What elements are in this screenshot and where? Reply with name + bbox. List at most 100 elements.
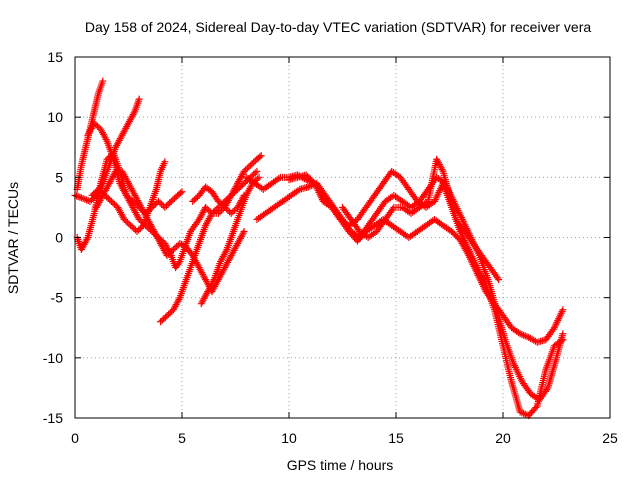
data-point [253,175,261,183]
data-point [516,408,524,416]
data-point [74,193,82,201]
data-point [218,206,226,214]
data-point [248,160,256,168]
data-series [88,158,169,235]
data-point [79,195,87,203]
data-point [234,185,242,193]
y-tick-label: 10 [47,109,63,125]
data-point [96,187,104,195]
data-point [240,191,248,199]
data-point [557,337,565,345]
data-point [192,194,200,202]
y-tick-label: -15 [43,410,63,426]
data-point [130,224,138,232]
data-point [306,182,314,190]
data-point [163,312,171,320]
data-point [120,215,128,223]
data-point [123,218,131,226]
data-point [86,197,94,205]
data-point [222,247,230,255]
data-point [124,193,132,201]
x-tick-label: 0 [71,430,79,446]
y-tick-label: 15 [47,49,63,65]
data-point [227,209,235,217]
data-point [218,200,226,208]
data-point [173,243,181,251]
data-point [237,182,245,190]
data-point [160,315,168,323]
data-point [203,205,211,213]
data-point [169,196,177,204]
data-point [239,229,247,237]
data-point [95,185,103,193]
data-point [246,161,254,169]
data-point [77,194,85,202]
data-point [559,330,567,338]
data-point [294,187,302,195]
data-point [255,173,263,181]
data-point [224,206,232,214]
data-point [104,194,112,202]
data-point [275,175,283,183]
data-point [163,252,171,260]
data-point [136,224,144,232]
data-point [91,188,99,196]
data-point [304,183,312,191]
data-point [214,209,222,217]
data-point [164,200,172,208]
data-point [81,195,89,203]
data-point [493,274,501,282]
data-point [438,166,446,174]
data-point [166,199,174,207]
data-point [208,209,216,217]
y-tick-label: 5 [55,169,63,185]
x-tick-label: 5 [178,430,186,446]
data-point [76,193,84,201]
data-point [84,197,92,205]
axis-ticks: 0 5 10 15 20 25 -15 -10 -5 0 5 10 15 [43,49,618,446]
data-point [161,158,169,166]
data-point [221,197,229,205]
data-point [166,249,174,257]
data-point [162,202,170,210]
data-point [102,136,110,144]
y-tick-label: 0 [55,230,63,246]
data-point [133,227,141,235]
data-point [158,200,166,208]
data-point [250,170,258,178]
data-point [135,226,143,234]
data-point [171,194,179,202]
data-point [190,196,198,204]
data-point [230,188,238,196]
data-point [161,313,169,321]
data-point [251,169,259,177]
data-point [171,244,179,252]
data-point [175,295,183,303]
data-point [122,217,130,225]
data-point [229,208,237,216]
x-tick-label: 25 [602,430,618,446]
data-point [92,121,100,129]
data-point [516,330,524,338]
data-series [197,173,263,308]
data-point [495,276,503,284]
data-point [83,235,91,243]
data-point [128,223,136,231]
chart-title: Day 158 of 2024, Sidereal Day-to-day VTE… [85,19,591,35]
data-point [165,310,173,318]
data-point [226,193,234,201]
y-axis-label: SDTVAR / TECUs [5,182,21,294]
data-point [221,203,229,211]
data-point [109,199,117,207]
data-point [216,199,224,207]
data-point [122,191,130,199]
x-tick-label: 15 [388,430,404,446]
data-point [235,184,243,192]
data-point [93,122,101,130]
data-point [214,197,222,205]
data-point [209,277,217,285]
data-point [213,205,221,213]
data-point [169,246,177,254]
data-point [90,119,98,127]
